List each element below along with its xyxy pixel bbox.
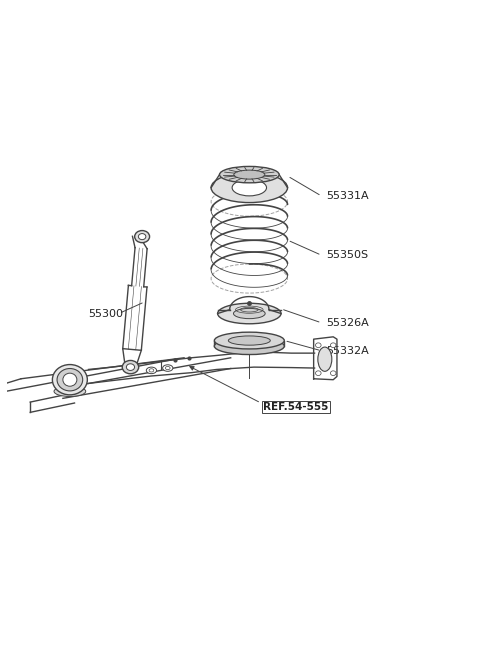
Ellipse shape	[211, 173, 288, 202]
Ellipse shape	[135, 231, 150, 242]
Text: 55300: 55300	[88, 309, 123, 318]
Text: REF.54-555: REF.54-555	[264, 402, 329, 412]
Ellipse shape	[315, 343, 321, 348]
Ellipse shape	[232, 179, 266, 196]
Ellipse shape	[215, 338, 284, 354]
Ellipse shape	[215, 332, 284, 349]
Ellipse shape	[122, 360, 139, 374]
Ellipse shape	[228, 336, 270, 345]
Ellipse shape	[233, 309, 265, 318]
Text: 55326A: 55326A	[326, 318, 369, 328]
Ellipse shape	[52, 365, 87, 395]
Ellipse shape	[217, 303, 281, 324]
Ellipse shape	[63, 373, 77, 386]
Ellipse shape	[315, 371, 321, 375]
Ellipse shape	[57, 369, 83, 391]
Text: 55332A: 55332A	[326, 346, 369, 356]
Ellipse shape	[138, 234, 146, 240]
Ellipse shape	[126, 364, 134, 371]
Ellipse shape	[318, 347, 332, 371]
Ellipse shape	[234, 170, 265, 179]
Ellipse shape	[219, 166, 279, 183]
Text: 55350S: 55350S	[326, 250, 368, 260]
Text: 55331A: 55331A	[326, 191, 369, 201]
Ellipse shape	[330, 343, 336, 348]
Ellipse shape	[146, 367, 156, 373]
Ellipse shape	[330, 371, 336, 375]
Ellipse shape	[163, 365, 173, 371]
Ellipse shape	[54, 386, 86, 396]
